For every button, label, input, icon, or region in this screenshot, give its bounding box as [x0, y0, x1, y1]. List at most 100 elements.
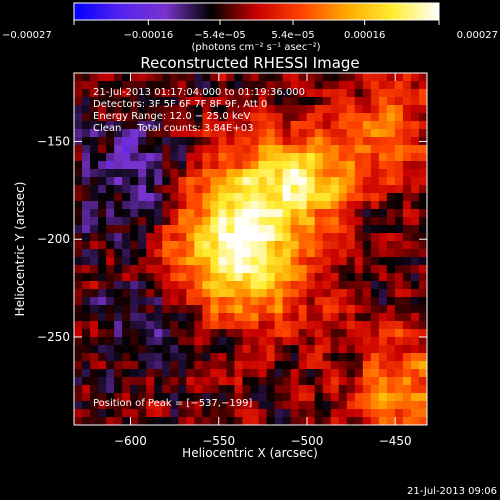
heatmap-cell: [386, 209, 396, 218]
heatmap-cell: [106, 385, 115, 394]
heatmap-cell: [130, 145, 139, 154]
heatmap-cell: [362, 249, 372, 258]
heatmap-cell: [178, 369, 187, 378]
heatmap-cell: [410, 81, 420, 90]
heatmap-cell: [362, 129, 372, 138]
heatmap-cell: [402, 385, 412, 394]
heatmap-cell: [234, 257, 244, 266]
heatmap-cell: [194, 81, 203, 90]
heatmap-cell: [210, 97, 220, 106]
heatmap-cell: [322, 409, 332, 418]
heatmap-cell: [122, 73, 131, 82]
heatmap-cell: [234, 225, 244, 234]
heatmap-cell: [130, 105, 139, 114]
heatmap-cell: [410, 369, 420, 378]
heatmap-cell: [338, 393, 348, 402]
heatmap-cell: [114, 233, 123, 242]
heatmap-cell: [210, 161, 220, 170]
heatmap-cell: [250, 361, 260, 370]
heatmap-cell: [122, 81, 131, 90]
heatmap-cell: [130, 89, 139, 98]
colorbar-tick-label: −0.00027: [2, 30, 52, 41]
heatmap-cell: [90, 105, 99, 114]
heatmap-cell: [266, 209, 276, 218]
heatmap-cell: [410, 313, 420, 322]
heatmap-cell: [122, 209, 131, 218]
heatmap-cell: [394, 313, 404, 322]
heatmap-cell: [322, 313, 332, 322]
heatmap-cell: [290, 161, 300, 170]
heatmap-cell: [346, 249, 356, 258]
heatmap-cell: [410, 337, 420, 346]
heatmap-cell: [122, 105, 131, 114]
heatmap-cell: [218, 121, 228, 130]
heatmap-cell: [338, 177, 348, 186]
heatmap-cell: [242, 249, 252, 258]
heatmap-cell: [130, 177, 139, 186]
heatmap-cell: [250, 337, 260, 346]
heatmap-cell: [402, 401, 412, 410]
heatmap-cell: [114, 321, 123, 330]
heatmap-cell: [394, 345, 404, 354]
heatmap-cell: [74, 73, 83, 82]
heatmap-cell: [274, 209, 284, 218]
heatmap-cell: [202, 265, 211, 274]
heatmap-cell: [98, 329, 107, 338]
heatmap-cell: [114, 89, 123, 98]
heatmap-cell: [250, 89, 260, 98]
heatmap-cell: [154, 249, 163, 258]
heatmap-cell: [266, 201, 276, 210]
heatmap-cell: [146, 233, 155, 242]
heatmap-cell: [194, 353, 203, 362]
heatmap-cell: [370, 353, 380, 362]
heatmap-cell: [122, 257, 131, 266]
heatmap-cell: [114, 169, 123, 178]
heatmap-cell: [138, 153, 147, 162]
heatmap-cell: [162, 393, 171, 402]
heatmap-cell: [138, 257, 147, 266]
annotation-peak-position: Position of Peak = [−537,−199]: [93, 398, 252, 409]
heatmap-cell: [258, 241, 268, 250]
heatmap-cell: [338, 233, 348, 242]
heatmap-cell: [346, 369, 356, 378]
heatmap-cell: [162, 417, 171, 425]
heatmap-cell: [378, 209, 388, 218]
heatmap-cell: [234, 393, 244, 402]
heatmap-cell: [354, 105, 364, 114]
heatmap-cell: [210, 361, 220, 370]
heatmap-cell: [290, 121, 300, 130]
heatmap-cell: [146, 393, 155, 402]
heatmap-cell: [290, 273, 300, 282]
heatmap-cell: [378, 369, 388, 378]
heatmap-cell: [146, 401, 155, 410]
heatmap-cell: [106, 193, 115, 202]
heatmap-cell: [418, 177, 427, 186]
heatmap-cell: [114, 201, 123, 210]
heatmap-cell: [306, 289, 316, 298]
heatmap-cell: [178, 265, 187, 274]
heatmap-cell: [290, 313, 300, 322]
heatmap-cell: [202, 377, 211, 386]
heatmap-cell: [354, 209, 364, 218]
heatmap-cell: [370, 401, 380, 410]
heatmap-cell: [186, 137, 195, 146]
heatmap-cell: [202, 105, 211, 114]
heatmap-cell: [306, 113, 316, 122]
colorbar-tick-label: 5.4e−05: [271, 30, 314, 41]
heatmap-cell: [74, 225, 83, 234]
heatmap-cell: [122, 401, 131, 410]
heatmap-cell: [418, 97, 427, 106]
heatmap-cell: [178, 193, 187, 202]
heatmap-cell: [186, 161, 195, 170]
heatmap-cell: [330, 169, 340, 178]
heatmap-cell: [322, 113, 332, 122]
heatmap-cell: [194, 265, 203, 274]
heatmap-cell: [130, 265, 139, 274]
heatmap-cell: [114, 353, 123, 362]
heatmap-cell: [338, 281, 348, 290]
heatmap-cell: [226, 417, 236, 425]
heatmap-cell: [266, 353, 276, 362]
heatmap-cell: [90, 73, 99, 82]
heatmap-cell: [354, 169, 364, 178]
heatmap-cell: [74, 377, 83, 386]
